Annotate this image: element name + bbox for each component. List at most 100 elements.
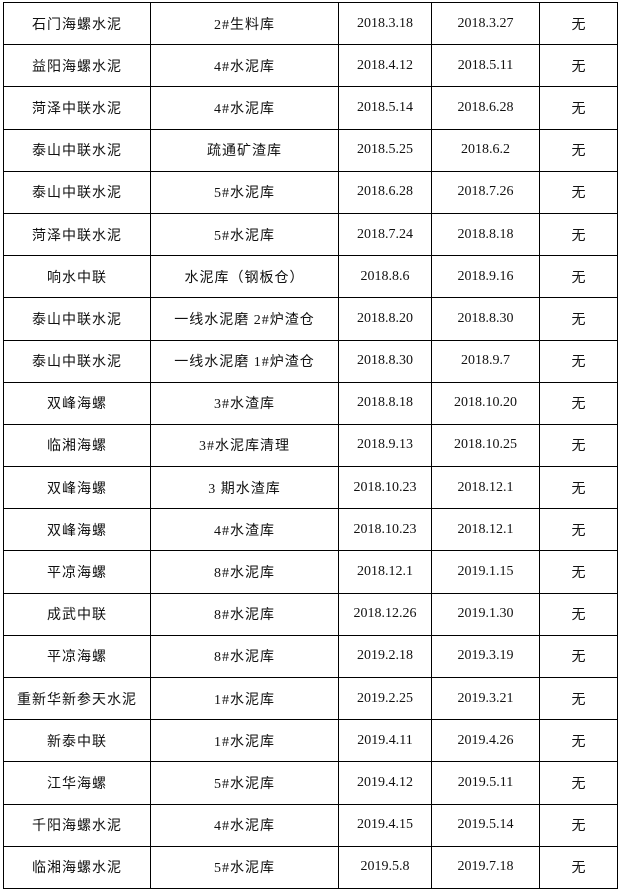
table-row: 石门海螺水泥 2#生料库 2018.3.18 2018.3.27 无 <box>3 1 618 46</box>
start-date-cell: 2018.3.18 <box>338 1 432 46</box>
end-date-cell: 2018.7.26 <box>431 170 540 214</box>
table-row: 平凉海螺 8#水泥库 2019.2.18 2019.3.19 无 <box>3 634 618 679</box>
incident-cell: 无 <box>539 592 618 636</box>
location-cell: 5#水泥库 <box>150 845 339 889</box>
end-date-cell: 2018.8.30 <box>431 297 540 341</box>
start-date-cell: 2018.10.23 <box>338 466 432 510</box>
end-date-cell: 2019.1.15 <box>431 550 540 594</box>
company-cell: 临湘海螺水泥 <box>3 845 151 889</box>
start-date-cell: 2018.8.30 <box>338 339 432 383</box>
company-cell: 平凉海螺 <box>3 550 151 594</box>
start-date-cell: 2018.12.26 <box>338 592 432 636</box>
company-cell: 泰山中联水泥 <box>3 297 151 341</box>
start-date-cell: 2018.8.6 <box>338 255 432 299</box>
end-date-cell: 2018.3.27 <box>431 1 540 46</box>
incident-cell: 无 <box>539 212 618 257</box>
incident-cell: 无 <box>539 381 618 425</box>
table-row: 双峰海螺 3#水渣库 2018.8.18 2018.10.20 无 <box>3 381 618 425</box>
table-row: 泰山中联水泥 5#水泥库 2018.6.28 2018.7.26 无 <box>3 170 618 214</box>
table-row: 泰山中联水泥 一线水泥磨 2#炉渣仓 2018.8.20 2018.8.30 无 <box>3 297 618 341</box>
table-row: 重新华新参天水泥 1#水泥库 2019.2.25 2019.3.21 无 <box>3 676 618 721</box>
end-date-cell: 2018.12.1 <box>431 466 540 510</box>
company-cell: 泰山中联水泥 <box>3 170 151 214</box>
incident-cell: 无 <box>539 128 618 172</box>
location-cell: 一线水泥磨 2#炉渣仓 <box>150 297 339 341</box>
start-date-cell: 2018.8.20 <box>338 297 432 341</box>
start-date-cell: 2018.8.18 <box>338 381 432 425</box>
incident-cell: 无 <box>539 466 618 510</box>
end-date-cell: 2019.5.11 <box>431 761 540 805</box>
end-date-cell: 2018.12.1 <box>431 508 540 552</box>
end-date-cell: 2018.6.28 <box>431 86 540 130</box>
start-date-cell: 2019.4.11 <box>338 719 432 763</box>
company-cell: 重新华新参天水泥 <box>3 676 151 721</box>
table-row: 益阳海螺水泥 4#水泥库 2018.4.12 2018.5.11 无 <box>3 44 618 88</box>
end-date-cell: 2018.10.20 <box>431 381 540 425</box>
company-cell: 响水中联 <box>3 255 151 299</box>
table-row: 新泰中联 1#水泥库 2019.4.11 2019.4.26 无 <box>3 719 618 763</box>
start-date-cell: 2018.9.13 <box>338 423 432 468</box>
incident-cell: 无 <box>539 297 618 341</box>
table-row: 菏泽中联水泥 5#水泥库 2018.7.24 2018.8.18 无 <box>3 212 618 257</box>
end-date-cell: 2018.5.11 <box>431 44 540 88</box>
company-cell: 益阳海螺水泥 <box>3 44 151 88</box>
incident-cell: 无 <box>539 86 618 130</box>
end-date-cell: 2018.6.2 <box>431 128 540 172</box>
table-row: 泰山中联水泥 一线水泥磨 1#炉渣仓 2018.8.30 2018.9.7 无 <box>3 339 618 383</box>
location-cell: 疏通矿渣库 <box>150 128 339 172</box>
start-date-cell: 2019.4.15 <box>338 803 432 847</box>
table-row: 菏泽中联水泥 4#水泥库 2018.5.14 2018.6.28 无 <box>3 86 618 130</box>
start-date-cell: 2018.10.23 <box>338 508 432 552</box>
table-row: 平凉海螺 8#水泥库 2018.12.1 2019.1.15 无 <box>3 550 618 594</box>
location-cell: 水泥库（钢板仓） <box>150 255 339 299</box>
start-date-cell: 2019.4.12 <box>338 761 432 805</box>
end-date-cell: 2018.10.25 <box>431 423 540 468</box>
location-cell: 4#水泥库 <box>150 86 339 130</box>
location-cell: 一线水泥磨 1#炉渣仓 <box>150 339 339 383</box>
incident-cell: 无 <box>539 761 618 805</box>
end-date-cell: 2019.7.18 <box>431 845 540 889</box>
company-cell: 新泰中联 <box>3 719 151 763</box>
end-date-cell: 2018.9.16 <box>431 255 540 299</box>
company-cell: 双峰海螺 <box>3 381 151 425</box>
table-row: 江华海螺 5#水泥库 2019.4.12 2019.5.11 无 <box>3 761 618 805</box>
start-date-cell: 2018.7.24 <box>338 212 432 257</box>
incident-cell: 无 <box>539 508 618 552</box>
location-cell: 1#水泥库 <box>150 719 339 763</box>
company-cell: 千阳海螺水泥 <box>3 803 151 847</box>
location-cell: 8#水泥库 <box>150 592 339 636</box>
company-cell: 泰山中联水泥 <box>3 339 151 383</box>
location-cell: 4#水泥库 <box>150 803 339 847</box>
company-cell: 成武中联 <box>3 592 151 636</box>
table-row: 临湘海螺 3#水泥库清理 2018.9.13 2018.10.25 无 <box>3 423 618 468</box>
start-date-cell: 2018.5.14 <box>338 86 432 130</box>
location-cell: 4#水泥库 <box>150 44 339 88</box>
location-cell: 3 期水渣库 <box>150 466 339 510</box>
incident-cell: 无 <box>539 170 618 214</box>
start-date-cell: 2018.12.1 <box>338 550 432 594</box>
table-row: 千阳海螺水泥 4#水泥库 2019.4.15 2019.5.14 无 <box>3 803 618 847</box>
incident-cell: 无 <box>539 339 618 383</box>
incident-cell: 无 <box>539 44 618 88</box>
table-row: 成武中联 8#水泥库 2018.12.26 2019.1.30 无 <box>3 592 618 636</box>
location-cell: 4#水渣库 <box>150 508 339 552</box>
incident-cell: 无 <box>539 550 618 594</box>
end-date-cell: 2019.1.30 <box>431 592 540 636</box>
start-date-cell: 2019.5.8 <box>338 845 432 889</box>
table-row: 双峰海螺 4#水渣库 2018.10.23 2018.12.1 无 <box>3 508 618 552</box>
incident-cell: 无 <box>539 676 618 721</box>
start-date-cell: 2019.2.18 <box>338 634 432 679</box>
incident-cell: 无 <box>539 423 618 468</box>
end-date-cell: 2018.8.18 <box>431 212 540 257</box>
incident-cell: 无 <box>539 634 618 679</box>
incident-cell: 无 <box>539 1 618 46</box>
start-date-cell: 2018.4.12 <box>338 44 432 88</box>
company-cell: 双峰海螺 <box>3 466 151 510</box>
location-cell: 5#水泥库 <box>150 212 339 257</box>
start-date-cell: 2018.5.25 <box>338 128 432 172</box>
table-row: 响水中联 水泥库（钢板仓） 2018.8.6 2018.9.16 无 <box>3 255 618 299</box>
location-cell: 1#水泥库 <box>150 676 339 721</box>
table-body: 石门海螺水泥 2#生料库 2018.3.18 2018.3.27 无益阳海螺水泥 4#水泥… <box>3 1 618 889</box>
location-cell: 8#水泥库 <box>150 634 339 679</box>
table-row: 泰山中联水泥 疏通矿渣库 2018.5.25 2018.6.2 无 <box>3 128 618 172</box>
